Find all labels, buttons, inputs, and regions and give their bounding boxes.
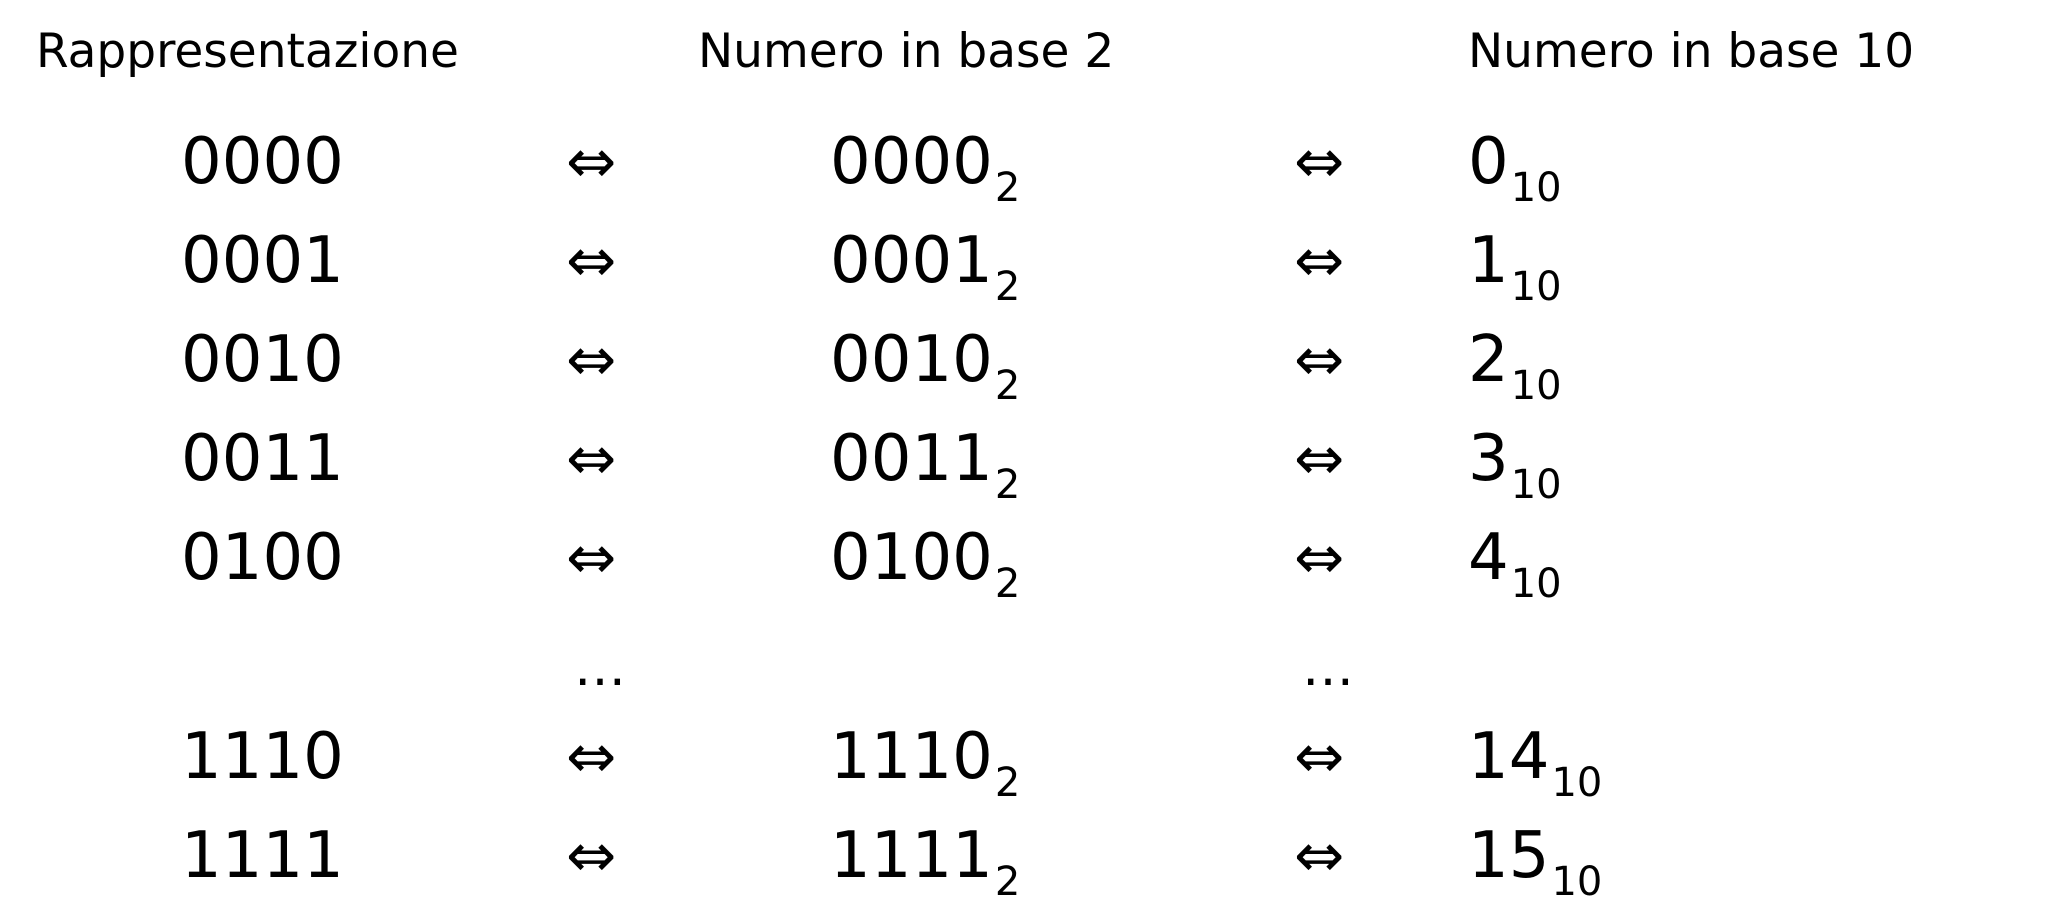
- representation-value: 0001: [181, 224, 344, 298]
- table-row: 0011 ⇔ 00112 ⇔ 310: [0, 409, 2068, 509]
- base10-value: 010: [1468, 125, 1562, 211]
- equivalence-arrow-icon: ⇔: [566, 127, 617, 197]
- equivalence-arrow-icon: ⇔: [1294, 424, 1345, 494]
- table-row: 1110 ⇔ 11102 ⇔ 1410: [0, 707, 2068, 807]
- base2-value: 11102: [830, 720, 1021, 806]
- base2-value: 00102: [830, 323, 1021, 409]
- base2-subscript: 2: [994, 165, 1021, 211]
- equivalence-arrow-icon: ⇔: [1294, 821, 1345, 891]
- table-row: 0100 ⇔ 01002 ⇔ 410: [0, 508, 2068, 608]
- ellipsis-base10: …: [1302, 638, 1354, 698]
- base10-subscript: 10: [1510, 264, 1562, 310]
- base2-subscript: 2: [994, 561, 1021, 607]
- header-representation: Rappresentazione: [36, 24, 459, 79]
- header-base10: Numero in base 10: [1468, 24, 1915, 79]
- table-row: 1111 ⇔ 11112 ⇔ 1510: [0, 806, 2068, 906]
- header-base2: Numero in base 2: [698, 24, 1115, 79]
- equivalence-arrow-icon: ⇔: [1294, 325, 1345, 395]
- base2-subscript: 2: [994, 760, 1021, 806]
- base2-subscript: 2: [994, 363, 1021, 409]
- base2-subscript: 2: [994, 859, 1021, 905]
- base10-value: 110: [1468, 224, 1562, 310]
- equivalence-arrow-icon: ⇔: [566, 722, 617, 792]
- base10-value: 1510: [1468, 819, 1603, 905]
- base10-value: 410: [1468, 521, 1562, 607]
- equivalence-arrow-icon: ⇔: [566, 424, 617, 494]
- base10-value: 310: [1468, 422, 1562, 508]
- base10-subscript: 10: [1551, 859, 1603, 905]
- base2-subscript: 2: [994, 462, 1021, 508]
- base2-value: 00002: [830, 125, 1021, 211]
- equivalence-arrow-icon: ⇔: [566, 325, 617, 395]
- base10-subscript: 10: [1510, 363, 1562, 409]
- base2-value: 00012: [830, 224, 1021, 310]
- equivalence-arrow-icon: ⇔: [566, 821, 617, 891]
- base2-value: 11112: [830, 819, 1021, 905]
- representation-value: 0000: [181, 125, 344, 199]
- ellipsis-base2: …: [574, 638, 626, 698]
- base10-subscript: 10: [1510, 561, 1562, 607]
- base10-subscript: 10: [1510, 165, 1562, 211]
- representation-value: 1110: [181, 720, 344, 794]
- ellipsis-row: … …: [0, 628, 2068, 708]
- representation-value: 0011: [181, 422, 344, 496]
- equivalence-arrow-icon: ⇔: [1294, 523, 1345, 593]
- base2-value: 01002: [830, 521, 1021, 607]
- base10-value: 210: [1468, 323, 1562, 409]
- representation-value: 0100: [181, 521, 344, 595]
- base2-value: 00112: [830, 422, 1021, 508]
- equivalence-arrow-icon: ⇔: [566, 523, 617, 593]
- base2-subscript: 2: [994, 264, 1021, 310]
- base10-subscript: 10: [1551, 760, 1603, 806]
- table-row: 0010 ⇔ 00102 ⇔ 210: [0, 310, 2068, 410]
- base10-subscript: 10: [1510, 462, 1562, 508]
- equivalence-arrow-icon: ⇔: [1294, 226, 1345, 296]
- equivalence-arrow-icon: ⇔: [1294, 127, 1345, 197]
- representation-value: 0010: [181, 323, 344, 397]
- base10-value: 1410: [1468, 720, 1603, 806]
- equivalence-arrow-icon: ⇔: [566, 226, 617, 296]
- table-row: 0001 ⇔ 00012 ⇔ 110: [0, 211, 2068, 311]
- representation-value: 1111: [181, 819, 344, 893]
- table-row: 0000 ⇔ 00002 ⇔ 010: [0, 112, 2068, 212]
- equivalence-arrow-icon: ⇔: [1294, 722, 1345, 792]
